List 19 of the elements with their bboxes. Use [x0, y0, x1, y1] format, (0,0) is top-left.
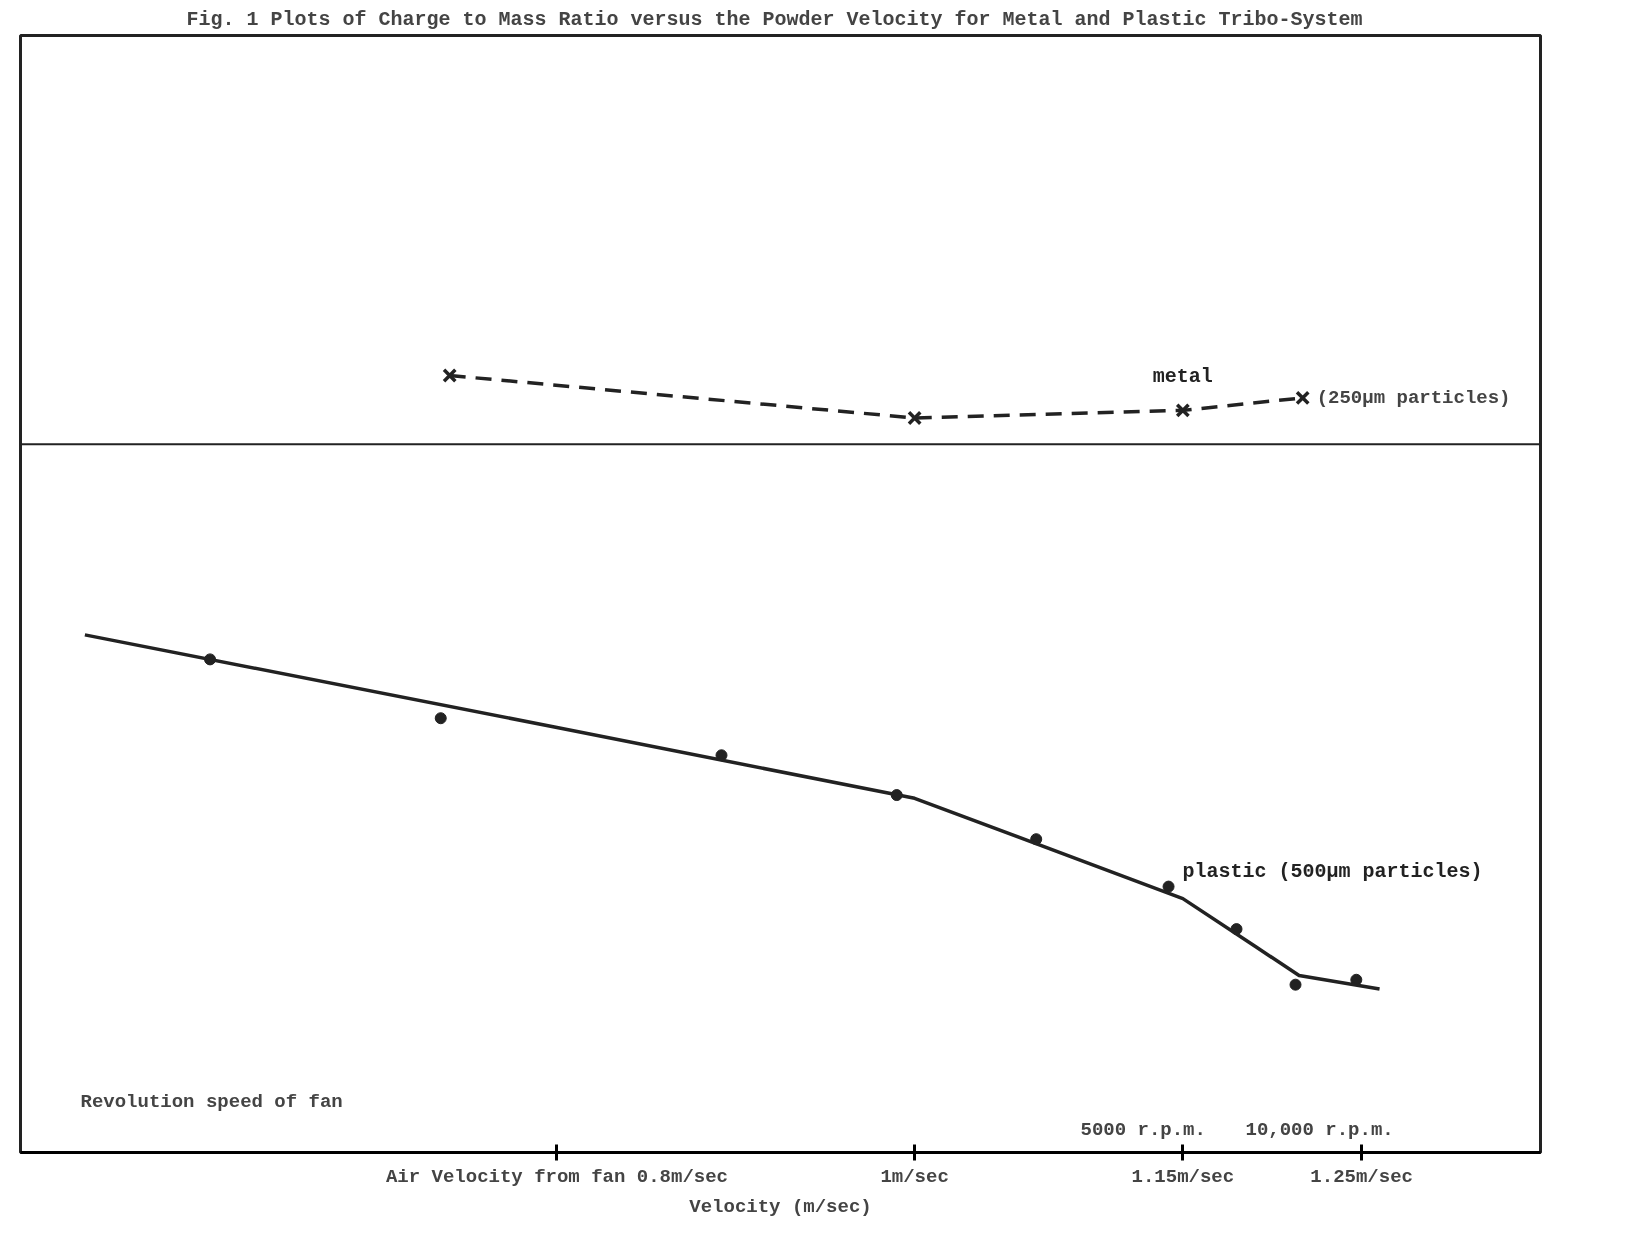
series-label: plastic (500µm particles)	[1182, 859, 1483, 883]
x-tick-label: 1m/sec	[880, 1165, 949, 1188]
text: 5000 r.p.m.	[1080, 1118, 1206, 1141]
point	[1289, 978, 1302, 991]
x-axis-title: Velocity (m/sec)	[689, 1195, 872, 1218]
chart-title: Fig. 1 Plots of Charge to Mass Ratio versus the Powder Velocity for Metal and Plastic Tribo-System	[186, 7, 1363, 31]
annotation: (250µm particles)	[1316, 386, 1511, 409]
point	[434, 712, 447, 725]
text: Revolution speed of fan	[80, 1090, 343, 1113]
point	[442, 368, 458, 383]
point	[1295, 390, 1311, 406]
x-tick-label: 1.25m/sec	[1310, 1165, 1413, 1188]
series-label: metal	[1152, 365, 1213, 389]
x-tick-label: Air Velocity from fan 0.8m/sec	[385, 1165, 729, 1188]
point	[907, 410, 923, 426]
x-tick-label: 1.15m/sec	[1131, 1165, 1235, 1188]
point	[1175, 402, 1191, 418]
text: 10,000 r.p.m.	[1245, 1118, 1394, 1141]
point	[1162, 880, 1175, 893]
